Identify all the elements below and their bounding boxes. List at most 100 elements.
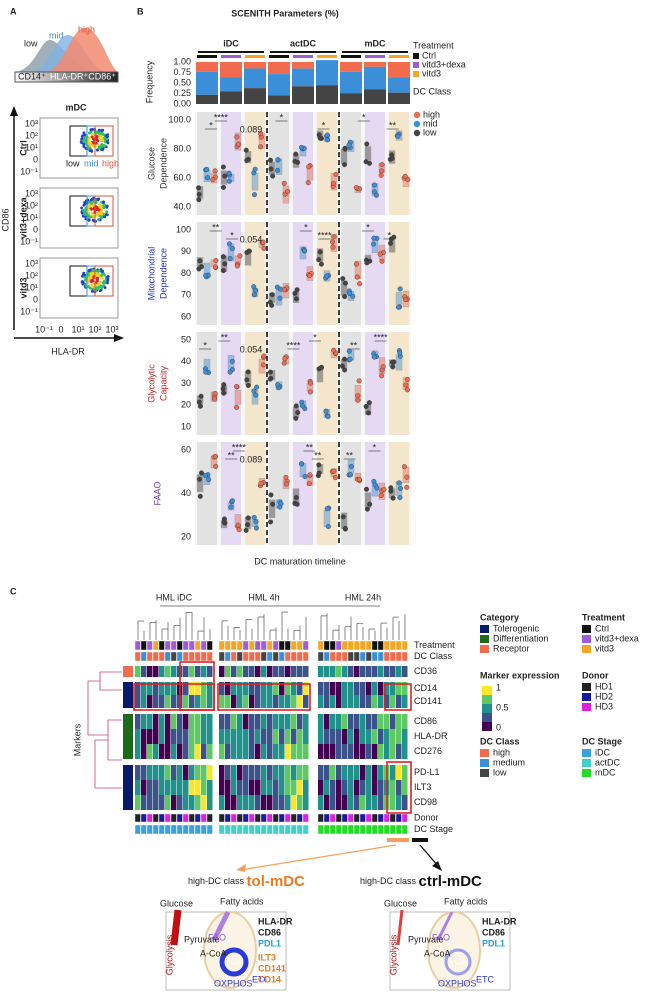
heat-cell (147, 682, 153, 695)
callout-prefix: high-DC class (360, 876, 417, 886)
heat-cell (329, 824, 336, 835)
heat-cell (189, 744, 195, 759)
heat-cell (255, 695, 261, 708)
heat-cell (225, 714, 231, 729)
heat-cell (189, 765, 195, 780)
heat-cell (273, 666, 279, 677)
point (377, 251, 383, 257)
heat-cell (329, 651, 336, 662)
flow-dot (92, 214, 96, 218)
label: Glucose (160, 898, 193, 908)
heat-cell (323, 813, 330, 823)
sig-label: ** (306, 442, 314, 452)
heat-cell (372, 666, 378, 677)
sig-label: ** (212, 222, 220, 232)
highlight-box (217, 683, 311, 711)
heat-cell (134, 813, 141, 823)
heat-cell (171, 714, 177, 729)
heat-cell (324, 714, 330, 729)
flow-dot (97, 146, 101, 150)
heat-cell (354, 695, 360, 708)
heat-cell (141, 744, 147, 759)
point (292, 158, 298, 164)
treatment-strip (197, 55, 217, 58)
heat-cell (348, 780, 354, 795)
point (318, 365, 324, 371)
label: high (102, 158, 119, 168)
point (346, 142, 352, 148)
row-label: CD86 (414, 716, 437, 726)
row-label: Treatment (414, 640, 455, 650)
flow-dot (80, 141, 84, 144)
point (391, 234, 397, 240)
y-tick-label: 60 (181, 311, 191, 321)
y-tick-label: 10⁻¹ (20, 306, 38, 316)
point (220, 184, 226, 190)
heat-cell (201, 682, 207, 695)
label: Fatty acids (220, 896, 264, 906)
heat-cell (317, 651, 324, 662)
arrow-head (236, 864, 246, 872)
point (203, 273, 209, 279)
heat-cell (273, 795, 279, 810)
heat-cell (153, 695, 159, 708)
heat-cell (153, 780, 159, 795)
freq-mid (292, 68, 314, 87)
heat-cell (291, 666, 297, 677)
point (404, 484, 410, 490)
y-tick-label: 70 (181, 290, 191, 300)
sig-label: * (209, 120, 213, 130)
heat-cell (218, 651, 225, 662)
heat-cell (291, 744, 297, 759)
sig-label: * (280, 112, 284, 122)
flow-dot (103, 140, 107, 144)
sig-label: * (322, 120, 326, 130)
heat-cell (341, 824, 348, 835)
col-bg (365, 442, 385, 545)
heat-cell (135, 744, 141, 759)
point (220, 164, 226, 170)
point (226, 241, 232, 247)
treatment-strip (389, 55, 409, 58)
heat-cell (342, 695, 348, 708)
heat-cell (255, 765, 261, 780)
point (254, 384, 260, 390)
label: HML 4h (248, 592, 279, 602)
heat-cell (135, 714, 141, 729)
heat-cell (273, 744, 279, 759)
freq-high (388, 62, 410, 78)
label: CD14 (258, 974, 281, 984)
flow-dot (90, 201, 94, 205)
y-tick-label: 1.00 (173, 56, 191, 66)
freq-low (220, 91, 242, 104)
point (236, 527, 242, 533)
label: Ctrl (18, 140, 28, 156)
point (292, 290, 298, 296)
heat-cell (158, 640, 165, 651)
heat-cell (329, 813, 336, 823)
heat-cell (291, 714, 297, 729)
heat-cell (177, 744, 183, 759)
y-tick-label: 20 (181, 400, 191, 410)
heat-cell (354, 666, 360, 677)
point (324, 273, 330, 279)
heat-cell (371, 824, 378, 835)
heat-cell (219, 744, 225, 759)
heat-cell (224, 640, 231, 651)
heat-cell (336, 714, 342, 729)
heat-cell (342, 714, 348, 729)
heat-cell (188, 813, 195, 823)
heat-cell (296, 824, 303, 835)
heat-cell (255, 795, 261, 810)
point (355, 397, 361, 403)
flow-dot (88, 144, 92, 148)
point (244, 377, 250, 383)
point (206, 477, 212, 483)
heat-cell (401, 813, 408, 823)
heat-cell (266, 813, 273, 823)
heat-cell (267, 714, 273, 729)
label: HLA-DR (482, 916, 517, 926)
heat-cell (390, 695, 396, 708)
category-bar (123, 666, 133, 677)
point (318, 261, 324, 267)
